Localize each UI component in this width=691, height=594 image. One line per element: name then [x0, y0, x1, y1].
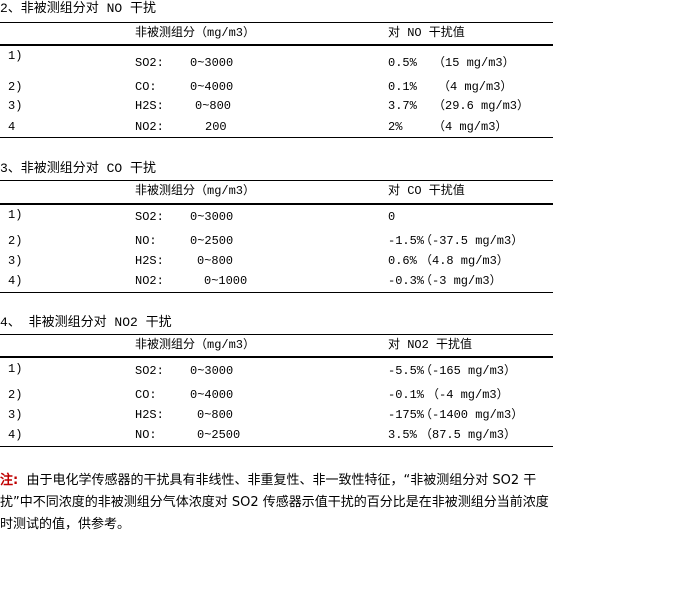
row-range: 0~800 [197, 254, 234, 268]
row-index: 4 [8, 120, 16, 134]
column-header-interference: 对 NO 干扰值 [388, 26, 465, 40]
row-gas: NO2: [135, 274, 164, 288]
row-percent: -5.5% [388, 364, 425, 378]
row-index: 2) [8, 388, 23, 402]
row-percent: 2% [388, 120, 403, 134]
row-absolute: （-1400 mg/m3） [420, 408, 524, 422]
row-absolute: （87.5 mg/m3） [420, 428, 517, 442]
row-index: 1) [8, 49, 23, 63]
row-gas: NO: [135, 234, 157, 248]
row-range: 0~4000 [190, 80, 234, 94]
row-range: 0~4000 [190, 388, 234, 402]
row-range: 0~2500 [197, 428, 241, 442]
row-gas: NO: [135, 428, 157, 442]
note-text: 由于电化学传感器的干扰具有非线性、非重复性、非一致性特征，“非被测组分对 SO2… [0, 473, 549, 532]
section-title: 2、非被测组分对 NO 干扰 [0, 1, 157, 16]
table-bottom-rule [0, 292, 553, 293]
row-index: 4) [8, 274, 23, 288]
column-header-interference: 对 NO2 干扰值 [388, 338, 473, 352]
row-absolute: （4 mg/m3） [438, 80, 513, 94]
table-header-rule [0, 356, 553, 358]
row-absolute: （29.6 mg/m3） [433, 99, 530, 113]
row-absolute: （-4 mg/m3） [427, 388, 509, 402]
note-label: 注: [0, 473, 19, 488]
row-absolute: （15 mg/m3） [433, 56, 515, 70]
table-top-rule [0, 180, 553, 181]
note: 注: 由于电化学传感器的干扰具有非线性、非重复性、非一致性特征，“非被测组分对 … [0, 470, 556, 536]
row-range: 0~1000 [204, 274, 248, 288]
row-gas: H2S: [135, 254, 164, 268]
row-index: 2) [8, 234, 23, 248]
column-header-component: 非被测组分（mg/m3） [135, 338, 256, 352]
row-absolute: （-3 mg/m3） [420, 274, 502, 288]
table-top-rule [0, 334, 553, 335]
row-range: 0~3000 [190, 210, 234, 224]
row-percent: -0.3% [388, 274, 425, 288]
row-percent: -175% [388, 408, 425, 422]
row-gas: H2S: [135, 408, 164, 422]
row-percent: 3.7% [388, 99, 417, 113]
column-header-component: 非被测组分（mg/m3） [135, 26, 256, 40]
table-header-rule [0, 44, 553, 46]
row-index: 3) [8, 99, 23, 113]
column-header-component: 非被测组分（mg/m3） [135, 184, 256, 198]
row-percent: 0.6% [388, 254, 417, 268]
row-gas: SO2: [135, 56, 164, 70]
row-gas: NO2: [135, 120, 164, 134]
row-absolute: （4.8 mg/m3） [420, 254, 509, 268]
row-percent: 3.5% [388, 428, 417, 442]
table-bottom-rule [0, 446, 553, 447]
row-index: 3) [8, 408, 23, 422]
row-percent: 0.5% [388, 56, 417, 70]
column-header-interference: 对 CO 干扰值 [388, 184, 465, 198]
row-index: 2) [8, 80, 23, 94]
table-header-rule [0, 203, 553, 205]
row-range: 0~3000 [190, 56, 234, 70]
table-top-rule [0, 22, 553, 23]
row-percent: -1.5% [388, 234, 425, 248]
row-index: 3) [8, 254, 23, 268]
row-gas: H2S: [135, 99, 164, 113]
row-percent: 0.1% [388, 80, 417, 94]
row-index: 1) [8, 208, 23, 222]
row-range: 0~800 [197, 408, 234, 422]
section-title: 3、非被测组分对 CO 干扰 [0, 161, 157, 176]
row-gas: CO: [135, 388, 157, 402]
row-absolute: （4 mg/m3） [433, 120, 508, 134]
row-percent: -0.1% [388, 388, 425, 402]
row-range: 0~800 [195, 99, 232, 113]
section-title: 4、 非被测组分对 NO2 干扰 [0, 315, 172, 330]
row-gas: SO2: [135, 364, 164, 378]
row-gas: SO2: [135, 210, 164, 224]
row-range: 0~2500 [190, 234, 234, 248]
row-gas: CO: [135, 80, 157, 94]
row-absolute: （-37.5 mg/m3） [420, 234, 524, 248]
row-percent: 0 [388, 210, 396, 224]
row-range: 0~3000 [190, 364, 234, 378]
row-index: 1) [8, 362, 23, 376]
row-range: 200 [205, 120, 227, 134]
table-bottom-rule [0, 137, 553, 138]
row-index: 4) [8, 428, 23, 442]
row-absolute: （-165 mg/m3） [420, 364, 517, 378]
